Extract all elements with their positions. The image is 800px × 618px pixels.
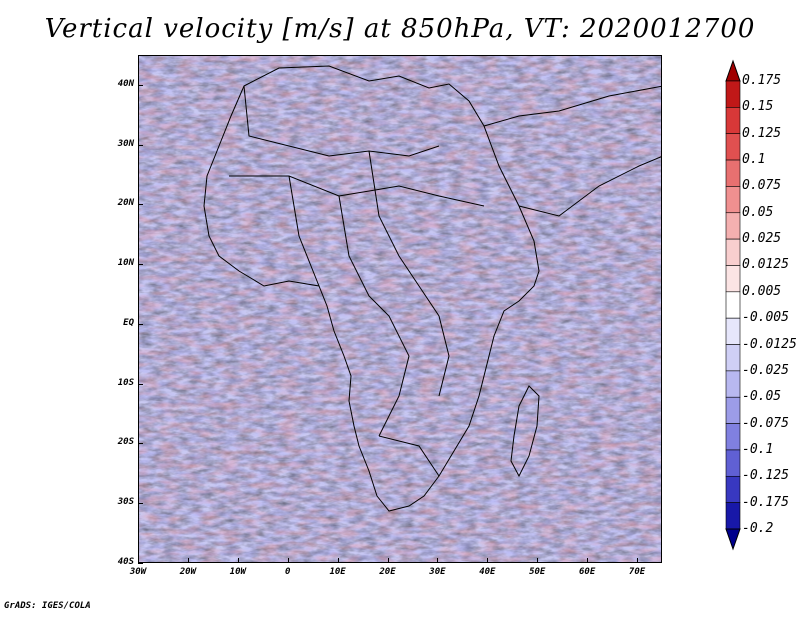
colorbar-swatch <box>725 344 741 372</box>
lon-tick-label: 0 <box>284 567 291 577</box>
lat-tick-label: 20S <box>117 437 134 448</box>
colorbar-swatch <box>725 502 741 530</box>
colorbar-label: 0.175 <box>742 73 782 88</box>
colorbar-label: 0.005 <box>742 283 782 299</box>
colorbar-label: 0.15 <box>742 99 774 115</box>
colorbar-label: -0.125 <box>742 468 789 484</box>
lat-tick-mark <box>138 323 143 325</box>
colorbar-swatch <box>725 159 741 187</box>
lon-tick-label: 30E <box>429 567 446 577</box>
lat-tick-label: 40S <box>117 557 134 567</box>
lat-tick-mark <box>138 264 143 266</box>
colorbar-label: 0.05 <box>742 204 774 220</box>
lon-tick-mark <box>387 558 389 563</box>
lat-tick-mark <box>138 84 143 86</box>
lon-tick-label: 10E <box>329 567 346 577</box>
colorbar-label: -0.005 <box>742 310 789 326</box>
lat-tick-label: 10N <box>117 258 134 269</box>
colorbar-label: -0.2 <box>742 521 774 536</box>
colorbar-swatch <box>725 475 741 503</box>
colorbar <box>725 59 741 551</box>
colorbar-swatch <box>725 291 741 319</box>
lon-tick-mark <box>237 558 239 563</box>
coastlines <box>203 65 661 512</box>
lon-tick-label: 70E <box>628 567 646 577</box>
lon-tick-mark <box>187 558 189 563</box>
colorbar-label: 0.0125 <box>742 257 789 273</box>
field-ascent <box>139 56 661 562</box>
lat-tick-label: 40N <box>117 78 134 89</box>
lat-tick-label: 30S <box>117 497 134 508</box>
colorbar-label: 0.1 <box>742 152 766 168</box>
colorbar-min-arrow <box>725 528 741 551</box>
colorbar-swatch <box>725 133 741 161</box>
lat-tick-label: 20N <box>117 198 134 209</box>
lat-tick-mark <box>138 383 143 385</box>
lon-tick-mark <box>487 558 489 563</box>
lon-tick-label: 30W <box>129 567 147 577</box>
colorbar-max-arrow <box>725 59 741 82</box>
lon-tick-label: 50E <box>529 567 546 577</box>
colorbar-swatch <box>725 396 741 424</box>
lon-tick-mark <box>138 558 139 563</box>
colorbar-swatch <box>725 370 741 398</box>
lon-tick-label: 10W <box>229 567 246 577</box>
lon-tick-mark <box>587 558 589 563</box>
colorbar-swatch <box>725 317 741 345</box>
colorbar-swatch <box>725 107 741 135</box>
lon-tick-label: 40E <box>479 567 496 577</box>
colorbar-label: -0.175 <box>742 494 789 510</box>
lat-tick-mark <box>138 144 143 146</box>
colorbar-swatch <box>725 212 741 240</box>
lon-tick-mark <box>537 558 539 563</box>
lat-tick-label: EQ <box>123 317 134 328</box>
colorbar-swatch <box>725 80 741 108</box>
colorbar-label: 0.025 <box>742 231 782 247</box>
colorbar-swatch <box>725 265 741 293</box>
colorbar-label: -0.05 <box>742 389 782 405</box>
lon-tick-label: 20E <box>379 567 396 577</box>
colorbar-label: -0.0125 <box>742 336 797 352</box>
velocity-field <box>139 56 661 562</box>
lat-tick-mark <box>138 563 143 564</box>
credit-text: GrADS: IGES/COLA <box>4 601 91 611</box>
colorbar-swatch <box>725 238 741 266</box>
lon-tick-mark <box>637 558 639 563</box>
colorbar-swatch <box>725 186 741 214</box>
lat-tick-mark <box>138 503 143 505</box>
lon-tick-mark <box>437 558 439 563</box>
map-title: Vertical velocity [m/s] at 850hPa, VT: 2… <box>44 14 756 44</box>
colorbar-swatch <box>725 423 741 451</box>
colorbar-label: 0.125 <box>742 125 782 141</box>
lon-tick-mark <box>287 558 289 563</box>
lat-tick-label: 30N <box>117 138 134 149</box>
map-panel <box>138 55 662 563</box>
lat-tick-mark <box>138 204 143 206</box>
lon-tick-label: 60E <box>579 567 596 577</box>
lon-tick-mark <box>337 558 339 563</box>
colorbar-label: 0.075 <box>742 178 782 194</box>
colorbar-label: -0.075 <box>742 415 789 431</box>
colorbar-label: -0.025 <box>742 362 789 378</box>
lat-tick-mark <box>138 443 143 445</box>
colorbar-label: -0.1 <box>742 441 774 457</box>
colorbar-swatch <box>725 449 741 477</box>
lat-tick-label: 10S <box>117 377 134 388</box>
lon-tick-label: 20W <box>179 567 197 577</box>
